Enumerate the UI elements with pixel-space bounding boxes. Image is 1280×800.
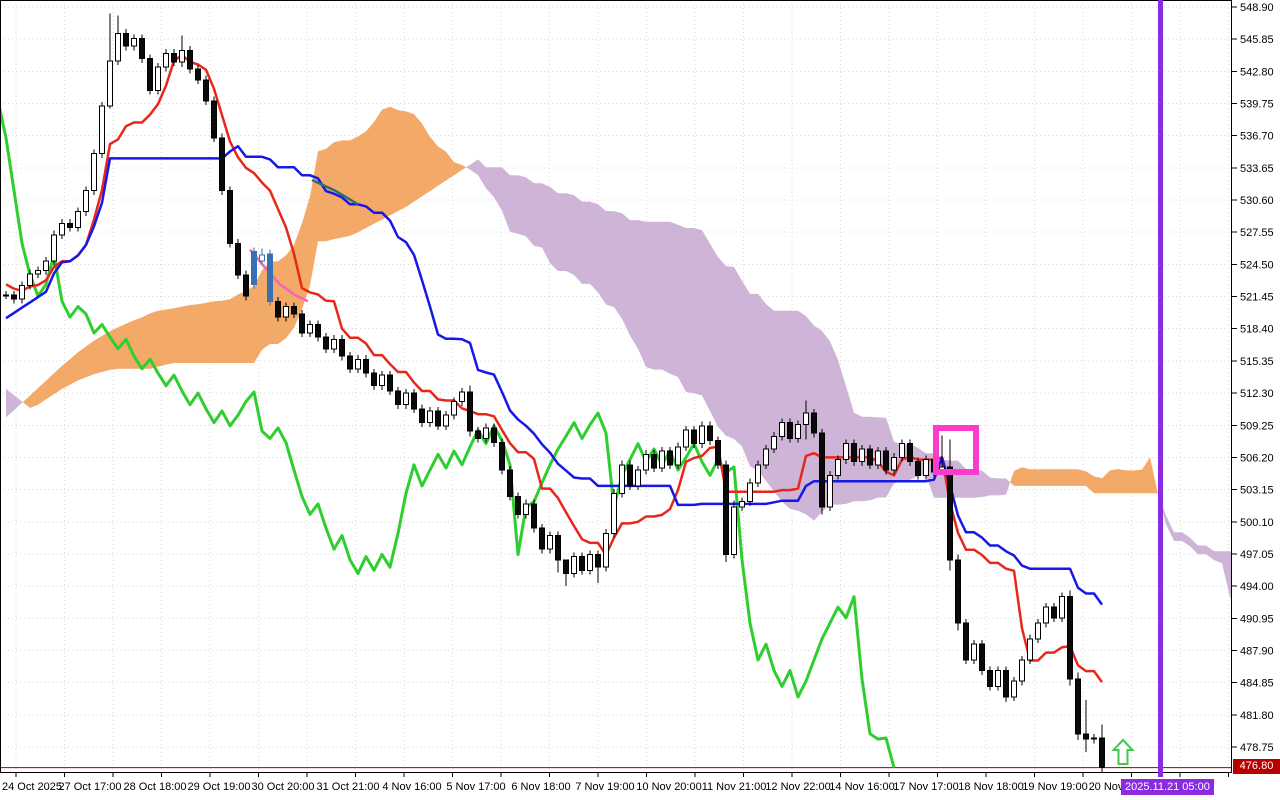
svg-text:5 Nov 17:00: 5 Nov 17:00 xyxy=(446,781,505,793)
kijun-sen-line xyxy=(5,144,1104,606)
svg-text:533.65: 533.65 xyxy=(1240,163,1274,175)
svg-text:512.30: 512.30 xyxy=(1240,388,1274,400)
svg-text:539.75: 539.75 xyxy=(1240,99,1274,111)
svg-text:29 Oct 19:00: 29 Oct 19:00 xyxy=(188,781,251,793)
svg-text:4 Nov 16:00: 4 Nov 16:00 xyxy=(382,781,441,793)
svg-text:548.90: 548.90 xyxy=(1240,2,1274,14)
svg-text:503.15: 503.15 xyxy=(1240,485,1274,497)
svg-text:484.85: 484.85 xyxy=(1240,678,1274,690)
svg-text:506.20: 506.20 xyxy=(1240,452,1274,464)
ichimoku-cloud-layer xyxy=(6,106,1232,602)
svg-text:536.70: 536.70 xyxy=(1240,131,1274,143)
svg-text:530.60: 530.60 xyxy=(1240,195,1274,207)
svg-text:10 Nov 20:00: 10 Nov 20:00 xyxy=(636,781,701,793)
svg-text:518.40: 518.40 xyxy=(1240,324,1274,336)
svg-text:490.95: 490.95 xyxy=(1240,613,1274,625)
svg-text:19 Nov 19:00: 19 Nov 19:00 xyxy=(1022,781,1087,793)
grid-layer xyxy=(0,0,1232,773)
svg-text:521.45: 521.45 xyxy=(1240,292,1274,304)
svg-text:30 Oct 20:00: 30 Oct 20:00 xyxy=(252,781,315,793)
svg-text:11 Nov 21:00: 11 Nov 21:00 xyxy=(702,781,767,793)
current-price-label: 476.80 xyxy=(1233,759,1280,774)
svg-text:12 Nov 22:00: 12 Nov 22:00 xyxy=(765,781,830,793)
svg-text:6 Nov 18:00: 6 Nov 18:00 xyxy=(511,781,570,793)
svg-text:27 Oct 17:00: 27 Oct 17:00 xyxy=(59,781,122,793)
svg-text:20 Nov: 20 Nov xyxy=(1089,781,1124,793)
price-axis[interactable]: 548.90 545.85 542.80 539.75 536.70 533.65 530.… xyxy=(1232,2,1274,754)
plot-border xyxy=(0,0,1232,773)
svg-text:481.80: 481.80 xyxy=(1240,710,1274,722)
svg-text:28 Oct 18:00: 28 Oct 18:00 xyxy=(124,781,187,793)
svg-text:487.90: 487.90 xyxy=(1240,645,1274,657)
kijun-under-cloud-segment xyxy=(311,178,359,206)
plot-area xyxy=(0,0,1232,773)
svg-text:545.85: 545.85 xyxy=(1240,34,1274,46)
svg-text:527.55: 527.55 xyxy=(1240,227,1274,239)
svg-text:24 Oct 2025: 24 Oct 2025 xyxy=(2,781,62,793)
svg-text:515.35: 515.35 xyxy=(1240,356,1274,368)
future-time-label: 2025.11.21 05:00 xyxy=(1121,779,1214,795)
svg-text:14 Nov 16:00: 14 Nov 16:00 xyxy=(829,781,894,793)
svg-text:7 Nov 19:00: 7 Nov 19:00 xyxy=(575,781,634,793)
magenta-highlight-box xyxy=(933,425,979,475)
svg-text:478.75: 478.75 xyxy=(1240,742,1274,754)
svg-text:500.10: 500.10 xyxy=(1240,517,1274,529)
chikou-span-line xyxy=(0,103,896,768)
svg-text:497.05: 497.05 xyxy=(1240,549,1274,561)
svg-text:17 Nov 17:00: 17 Nov 17:00 xyxy=(893,781,958,793)
svg-text:509.25: 509.25 xyxy=(1240,420,1274,432)
svg-text:494.00: 494.00 xyxy=(1240,581,1274,593)
buy-signal-arrow-icon xyxy=(1111,738,1135,765)
svg-text:18 Nov 18:00: 18 Nov 18:00 xyxy=(958,781,1023,793)
svg-text:524.50: 524.50 xyxy=(1240,259,1274,271)
candlestick-layer xyxy=(3,13,1105,773)
svg-text:31 Oct 21:00: 31 Oct 21:00 xyxy=(317,781,380,793)
svg-text:542.80: 542.80 xyxy=(1240,66,1274,78)
